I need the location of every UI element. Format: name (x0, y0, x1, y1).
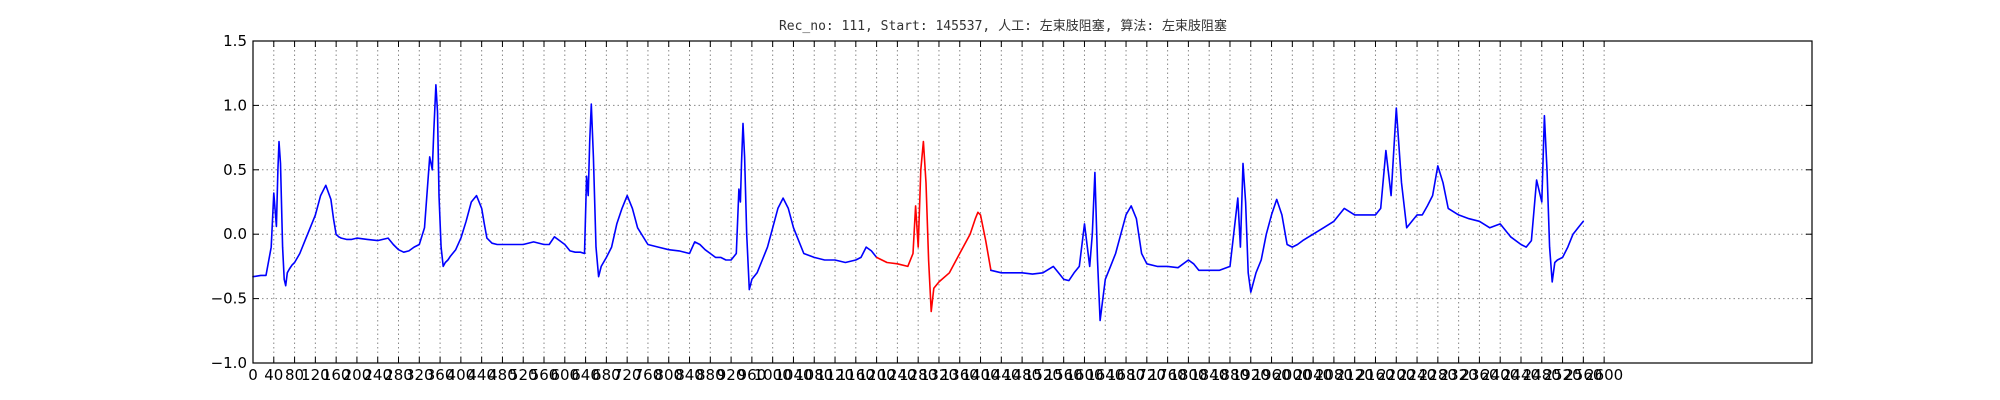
grid-lines (252, 40, 1812, 364)
x-tick-label-7: 280 (384, 366, 413, 384)
x-tick-label-58: 2320 (1440, 366, 1478, 384)
x-tick-label-22: 880 (696, 366, 725, 384)
x-tick-label-14: 560 (530, 366, 559, 384)
x-tick-label-5: 200 (343, 366, 372, 384)
ecg-segment-0 (252, 84, 878, 291)
x-tick-label-61: 2440 (1502, 366, 1540, 384)
x-tick-label-54: 2160 (1356, 366, 1394, 384)
plot-frame (252, 40, 1813, 364)
x-tick-label-10: 400 (447, 366, 476, 384)
x-tick-label-0: 0 (248, 366, 258, 384)
x-tick-label-1: 40 (264, 366, 283, 384)
x-tick-label-65: 2600 (1585, 366, 1623, 384)
y-tick-label-1: −0.5 (211, 290, 247, 308)
x-tick-label-64: 2560 (1564, 366, 1602, 384)
x-tick-label-57: 2280 (1419, 366, 1457, 384)
x-tick-label-53: 2120 (1336, 366, 1374, 384)
x-tick-label-35: 1400 (961, 366, 999, 384)
x-tick-label-45: 1800 (1169, 366, 1207, 384)
y-axis-ticks: −1.0 −0.5 0.0 0.5 1.0 1.5 (211, 32, 1812, 372)
x-tick-label-39: 1560 (1045, 366, 1083, 384)
x-tick-label-4: 160 (322, 366, 351, 384)
y-tick-label-5: 1.5 (223, 32, 247, 50)
x-tick-label-43: 1720 (1128, 366, 1166, 384)
x-tick-label-27: 1080 (795, 366, 833, 384)
x-tick-label-28: 1120 (816, 366, 854, 384)
chart-title: Rec_no: 111, Start: 145537, 人工: 左束肢阻塞, 算… (779, 18, 1227, 34)
x-tick-label-6: 240 (363, 366, 392, 384)
x-tick-label-42: 1680 (1107, 366, 1145, 384)
x-tick-label-34: 1360 (941, 366, 979, 384)
x-tick-label-36: 1440 (982, 366, 1020, 384)
x-tick-label-63: 2520 (1543, 366, 1581, 384)
x-tick-label-3: 120 (301, 366, 330, 384)
x-tick-label-23: 920 (717, 366, 746, 384)
x-tick-label-55: 2200 (1377, 366, 1415, 384)
x-axis-ticks: 0 40 8012016020024028032036040044048052056… (248, 41, 1623, 384)
x-tick-label-56: 2240 (1398, 366, 1436, 384)
x-tick-label-25: 1000 (754, 366, 792, 384)
x-tick-label-41: 1640 (1086, 366, 1124, 384)
x-tick-label-47: 1880 (1211, 366, 1249, 384)
x-tick-label-31: 1240 (878, 366, 916, 384)
x-tick-label-49: 1960 (1252, 366, 1290, 384)
y-tick-label-3: 0.5 (223, 161, 247, 179)
x-tick-label-33: 1320 (920, 366, 958, 384)
x-tick-label-52: 2080 (1315, 366, 1353, 384)
x-tick-label-32: 1280 (899, 366, 937, 384)
x-tick-label-13: 520 (509, 366, 538, 384)
ecg-segment-2 (990, 107, 1585, 322)
x-tick-label-16: 640 (571, 366, 600, 384)
x-tick-label-2: 80 (285, 366, 304, 384)
x-tick-label-21: 840 (675, 366, 704, 384)
x-tick-label-19: 760 (634, 366, 663, 384)
x-tick-label-40: 1600 (1065, 366, 1103, 384)
x-tick-label-26: 1040 (774, 366, 812, 384)
x-tick-label-60: 2400 (1481, 366, 1519, 384)
x-tick-label-20: 800 (654, 366, 683, 384)
y-tick-label-4: 1.0 (223, 96, 247, 114)
x-tick-label-62: 2480 (1523, 366, 1561, 384)
y-tick-label-0: −1.0 (211, 354, 247, 372)
x-tick-label-37: 1480 (1003, 366, 1041, 384)
x-tick-label-44: 1760 (1149, 366, 1187, 384)
x-tick-label-17: 680 (592, 366, 621, 384)
x-tick-label-24: 960 (738, 366, 767, 384)
x-tick-label-9: 360 (426, 366, 455, 384)
x-tick-label-38: 1520 (1024, 366, 1062, 384)
x-tick-label-50: 2000 (1273, 366, 1311, 384)
x-tick-label-12: 480 (488, 366, 517, 384)
x-tick-label-46: 1840 (1190, 366, 1228, 384)
x-tick-label-15: 600 (550, 366, 579, 384)
x-tick-label-18: 720 (613, 366, 642, 384)
x-tick-label-48: 1920 (1232, 366, 1270, 384)
x-tick-label-29: 1160 (837, 366, 875, 384)
x-tick-label-11: 440 (467, 366, 496, 384)
x-tick-label-30: 1200 (858, 366, 896, 384)
x-tick-label-59: 2360 (1460, 366, 1498, 384)
ecg-traces (252, 84, 1585, 322)
x-tick-label-51: 2040 (1294, 366, 1332, 384)
ecg-segment-1 (875, 140, 992, 313)
y-tick-label-2: 0.0 (223, 225, 247, 243)
x-tick-label-8: 320 (405, 366, 434, 384)
